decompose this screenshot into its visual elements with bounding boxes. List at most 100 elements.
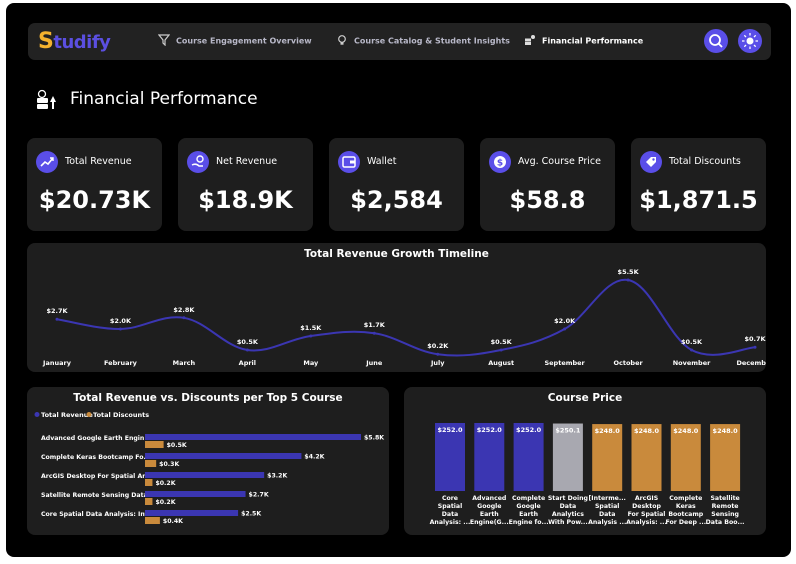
y-tick-label: ArcGIS Desktop For Spatial An...: [41, 473, 154, 480]
line-point[interactable]: [55, 317, 59, 321]
kpi-card-total-discounts: Total Discounts $1,871.5: [631, 138, 766, 231]
data-label: $0.5K: [237, 338, 259, 346]
chart-title: Course Price: [547, 392, 623, 404]
data-label: $0.3K: [159, 461, 179, 468]
price-bar[interactable]: [474, 423, 505, 491]
revenue-bar[interactable]: [145, 472, 265, 478]
price-bar[interactable]: [631, 424, 662, 491]
logo-text: tudify: [53, 32, 111, 53]
kpi-card-wallet: Wallet $2,584: [329, 138, 464, 231]
data-label: $0.5K: [681, 338, 703, 346]
data-label: $0.5K: [491, 338, 513, 346]
data-label: $248.0: [713, 427, 739, 435]
course-price-panel: Course Price $252.0 Core Spatial Data Analys…: [404, 387, 766, 535]
line-point[interactable]: [372, 331, 376, 335]
kpi-label: Wallet: [367, 156, 397, 167]
discount-bar[interactable]: [145, 479, 153, 486]
data-label: $0.5K: [167, 442, 187, 449]
money-stack-icon: [37, 89, 56, 109]
data-label: $2.0K: [554, 317, 576, 325]
y-tick-label: Advanced Google Earth Engin...: [41, 435, 151, 442]
top-nav-bar: Studify Course Engagement Overview Cours…: [28, 23, 771, 60]
revenue-bar[interactable]: [145, 510, 239, 516]
data-label: $3.2K: [267, 473, 287, 480]
data-label: $252.0: [437, 426, 463, 434]
kpi-card-total-revenue: Total Revenue $20.73K: [27, 138, 162, 231]
revenue-bar[interactable]: [145, 434, 361, 440]
line-point[interactable]: [309, 334, 313, 338]
sun-icon: [742, 33, 758, 49]
x-tick-label: September: [544, 359, 585, 367]
price-bar[interactable]: [710, 424, 741, 491]
course-price-chart: $252.0 Core Spatial Data Analysis: ... $252.0…: [430, 423, 745, 526]
data-label: $2.5K: [241, 511, 261, 518]
price-bar[interactable]: [670, 424, 701, 491]
line-point[interactable]: [499, 348, 503, 352]
hand-coin-icon: [187, 151, 209, 173]
theme-toggle-button[interactable]: [738, 29, 762, 53]
discount-bar[interactable]: [145, 498, 153, 505]
legend-label: Total Revenue: [41, 411, 93, 419]
line-point[interactable]: [118, 327, 122, 331]
tab-label: Course Engagement Overview: [176, 36, 312, 46]
line-point[interactable]: [245, 348, 249, 352]
data-label: $4.2K: [304, 454, 324, 461]
legend-swatch-total-discounts: [86, 412, 92, 417]
x-tick-label: February: [104, 359, 138, 367]
x-tick-label: August: [488, 359, 514, 367]
dollar-coin-icon: $: [489, 151, 511, 173]
data-label: $1.5K: [300, 324, 322, 332]
tab-course-engagement-overview[interactable]: Course Engagement Overview: [158, 34, 312, 47]
money-stack-icon: [525, 35, 535, 45]
x-tick-label: Complete Keras Bootcamp For Deep ...: [665, 495, 706, 526]
y-tick-label: Satellite Remote Sensing Data...: [41, 492, 155, 499]
data-label: $252.0: [516, 426, 542, 434]
data-label: $0.4K: [163, 518, 183, 525]
price-bar[interactable]: [552, 423, 583, 491]
tab-label: Course Catalog & Student Insights: [354, 36, 510, 46]
kpi-card-avg-course-price: $ Avg. Course Price $58.8: [480, 138, 615, 231]
price-bar[interactable]: [592, 424, 623, 491]
line-point[interactable]: [690, 348, 694, 352]
data-label: $248.0: [634, 427, 660, 435]
x-tick-label: Start Doing Data Analytics With Pow...: [548, 495, 588, 526]
data-label: $248.0: [595, 427, 621, 435]
tab-course-catalog-student-insights[interactable]: Course Catalog & Student Insights: [336, 35, 510, 47]
data-label: $0.2K: [155, 480, 175, 487]
revenue-line-chart: $2.7K January $2.0K February $2.8K March $0.5K…: [42, 268, 766, 367]
line-point[interactable]: [436, 352, 440, 356]
price-tag-icon: [640, 151, 662, 173]
x-tick-label: December: [736, 359, 766, 367]
data-label: $2.7K: [46, 307, 68, 315]
kpi-label: Avg. Course Price: [518, 156, 601, 167]
search-icon: [709, 34, 723, 48]
discount-bar[interactable]: [145, 460, 157, 467]
lightbulb-icon: [338, 35, 346, 45]
x-tick-label: ArcGIS Desktop For Spatial Analysis: ...: [626, 495, 667, 526]
line-point[interactable]: [182, 316, 186, 320]
search-button[interactable]: [704, 29, 728, 53]
data-label: $2.8K: [173, 306, 195, 314]
line-point[interactable]: [753, 345, 757, 349]
x-tick-label: May: [303, 359, 319, 367]
legend-swatch-total-revenue: [34, 412, 40, 417]
x-tick-label: [Interme... Spatial Data Analysis ...: [588, 495, 626, 526]
studify-logo[interactable]: Studify: [38, 29, 111, 54]
line-point[interactable]: [626, 278, 630, 282]
kpi-label: Net Revenue: [216, 156, 278, 167]
data-label: $5.8K: [364, 435, 384, 442]
data-label: $5.5K: [618, 268, 640, 276]
line-point[interactable]: [563, 327, 567, 331]
tab-financial-performance[interactable]: Financial Performance: [524, 35, 643, 47]
revenue-bar[interactable]: [145, 453, 302, 459]
revenue-vs-discounts-chart: Total Revenue Total Discounts Advanced Goo…: [34, 411, 384, 525]
discount-bar[interactable]: [145, 441, 164, 448]
price-bar[interactable]: [435, 423, 465, 491]
data-label: $2.0K: [110, 317, 132, 325]
data-label: $252.0: [477, 426, 503, 434]
price-bar[interactable]: [513, 423, 544, 491]
discount-bar[interactable]: [145, 517, 160, 524]
data-label: $2.7K: [249, 492, 269, 499]
x-tick-label: November: [673, 359, 711, 367]
revenue-bar[interactable]: [145, 491, 246, 497]
